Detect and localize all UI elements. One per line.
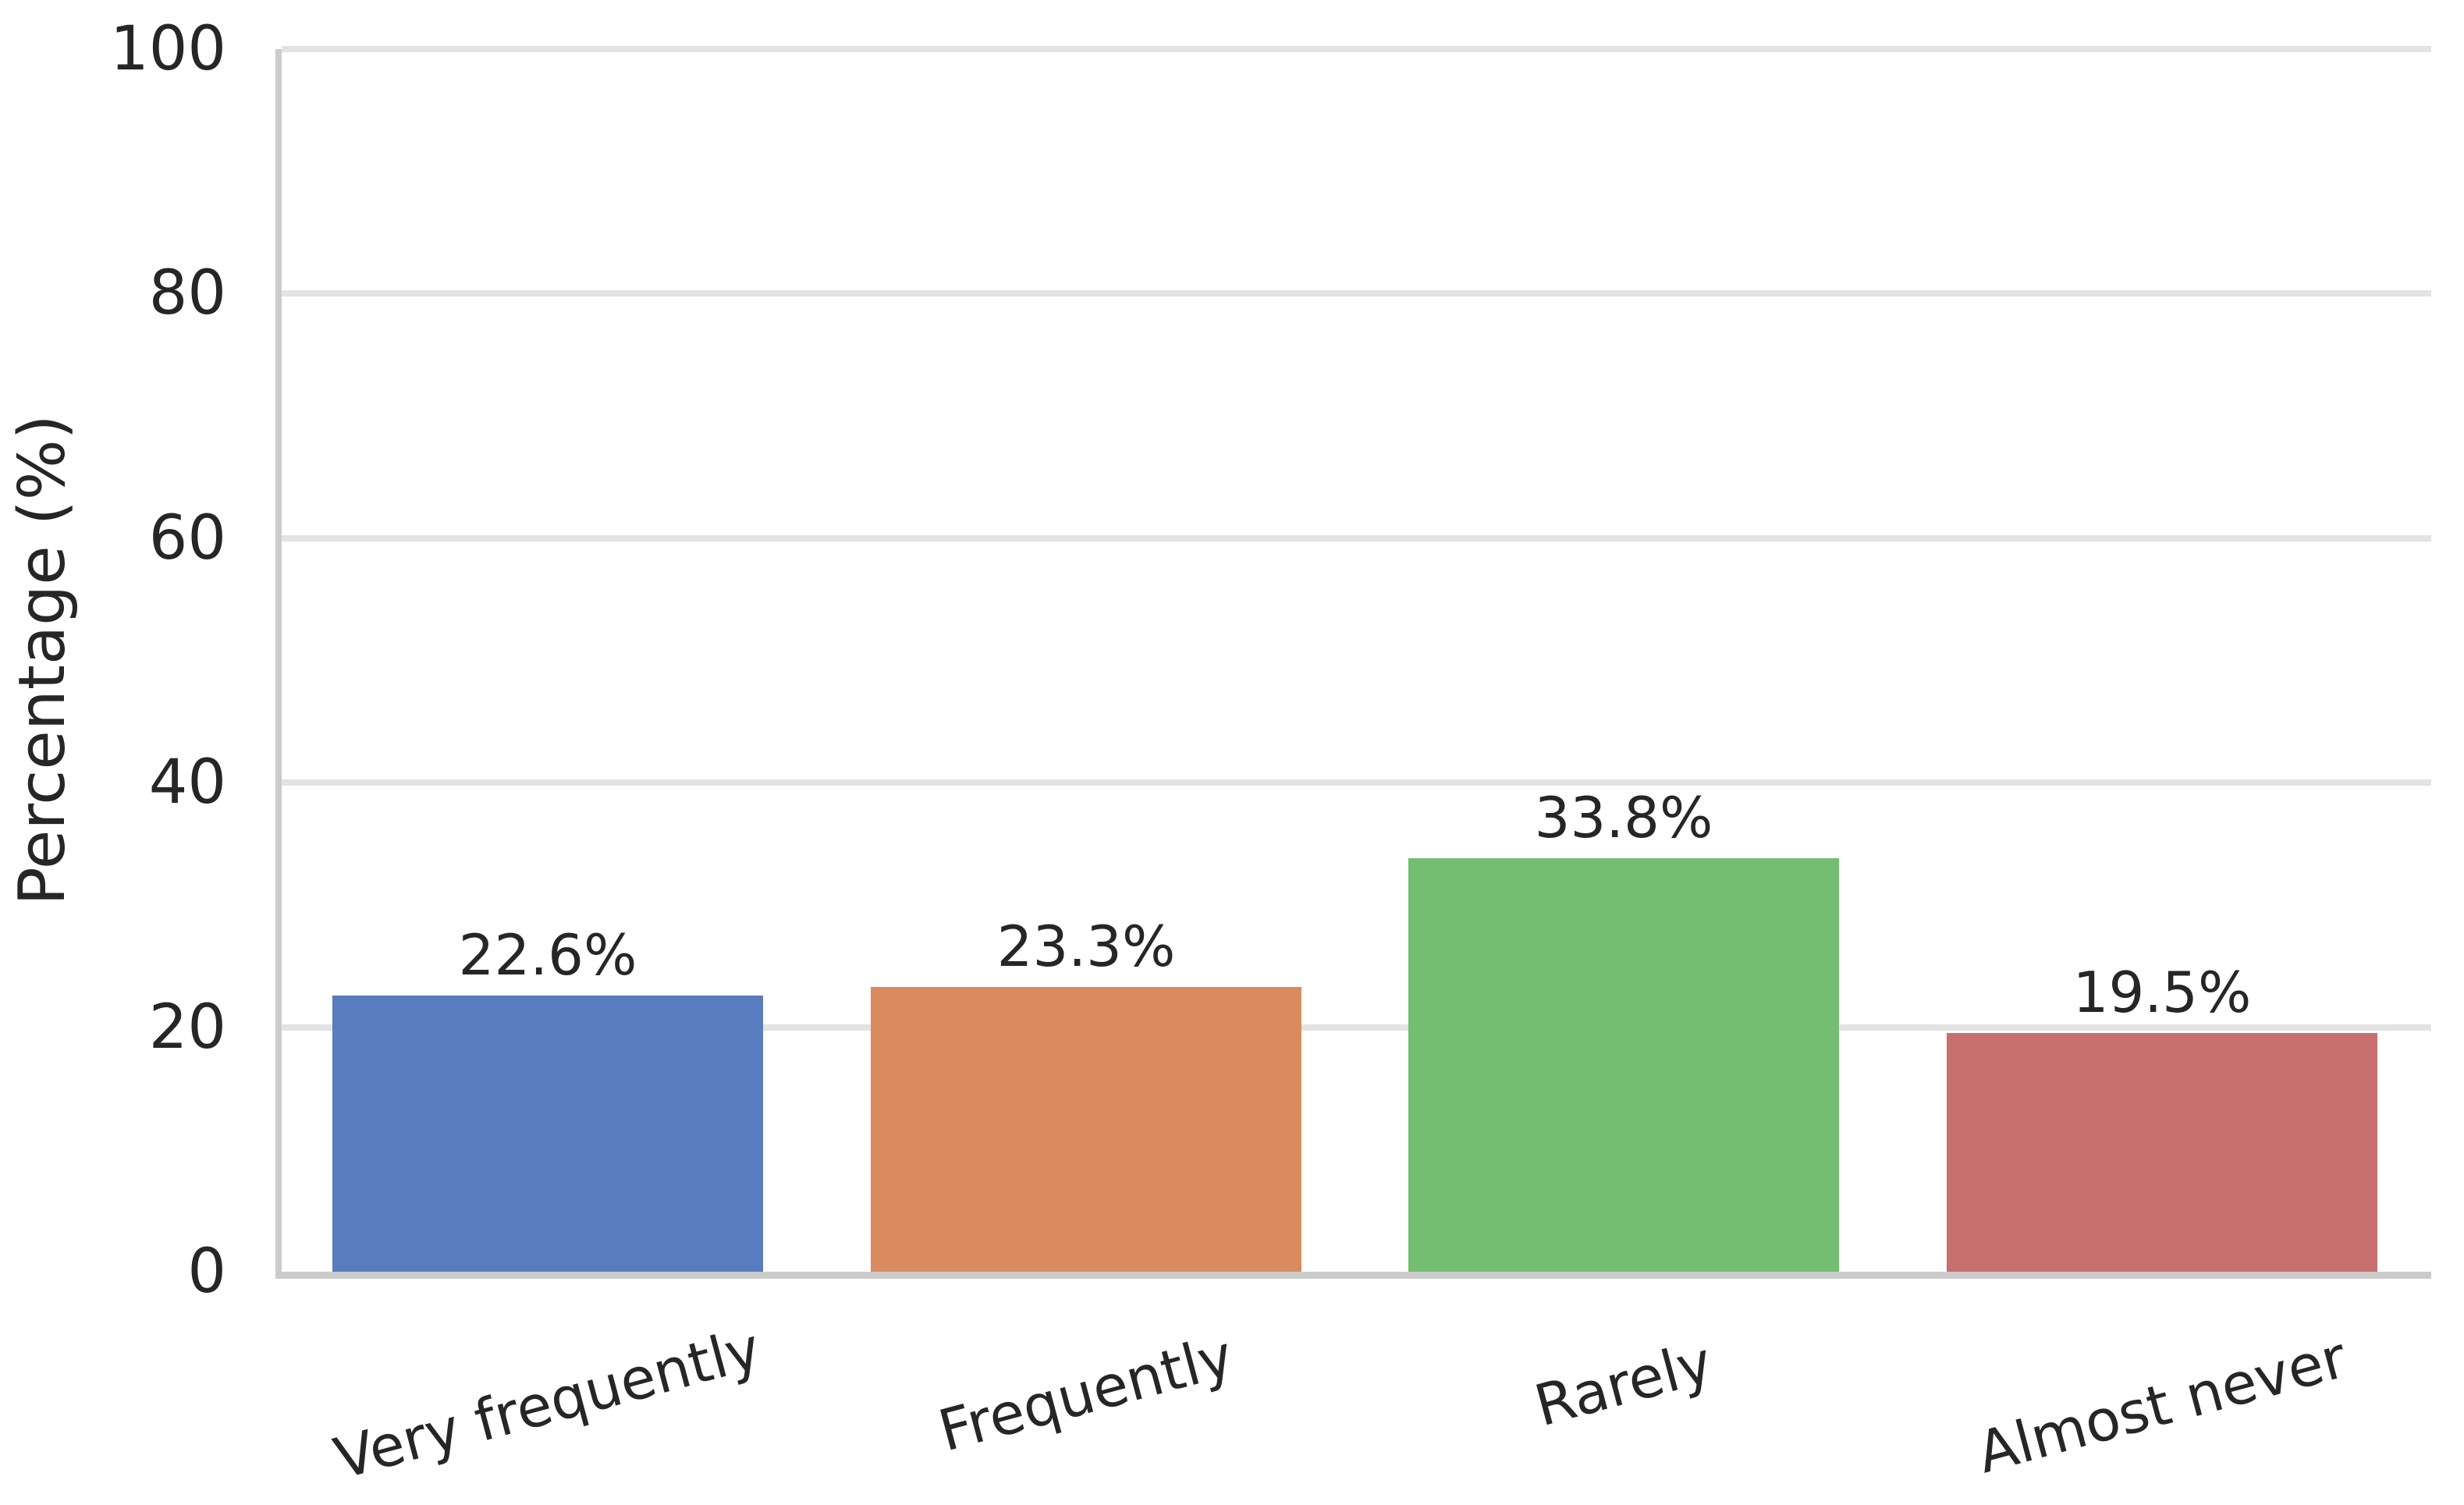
- bar-value-label: 33.8%: [1534, 785, 1713, 850]
- bar-very-frequently: [332, 996, 763, 1272]
- y-tick-label: 0: [187, 1237, 226, 1307]
- gridline: [282, 779, 2431, 786]
- y-tick-label: 80: [148, 258, 226, 329]
- y-tick-label: 60: [148, 502, 226, 573]
- gridline: [282, 290, 2431, 297]
- x-tick-label-rarely: Rarely: [1528, 1329, 1720, 1440]
- gridline: [282, 534, 2431, 541]
- x-tick-label-frequently: Frequently: [932, 1322, 1241, 1465]
- y-axis-label: Percentage (%): [5, 414, 80, 906]
- x-axis-spine: [275, 1272, 2431, 1279]
- gridline: [282, 1024, 2431, 1031]
- bar-value-label: 19.5%: [2072, 960, 2252, 1025]
- y-tick-label: 40: [148, 747, 226, 818]
- x-tick-label-very-frequently: Very frequently: [328, 1315, 768, 1493]
- x-tick-label-almost-never: Almost never: [1970, 1324, 2354, 1487]
- bar-rarely: [1408, 858, 1839, 1272]
- y-tick-label: 20: [148, 992, 226, 1063]
- y-axis-spine: [275, 49, 282, 1279]
- bar-value-label: 23.3%: [996, 914, 1176, 979]
- gridline: [282, 46, 2431, 52]
- y-tick-label: 100: [110, 14, 226, 84]
- bar-almost-never: [1947, 1033, 2377, 1272]
- bar-value-label: 22.6%: [458, 922, 637, 988]
- bar-frequently: [871, 987, 1301, 1272]
